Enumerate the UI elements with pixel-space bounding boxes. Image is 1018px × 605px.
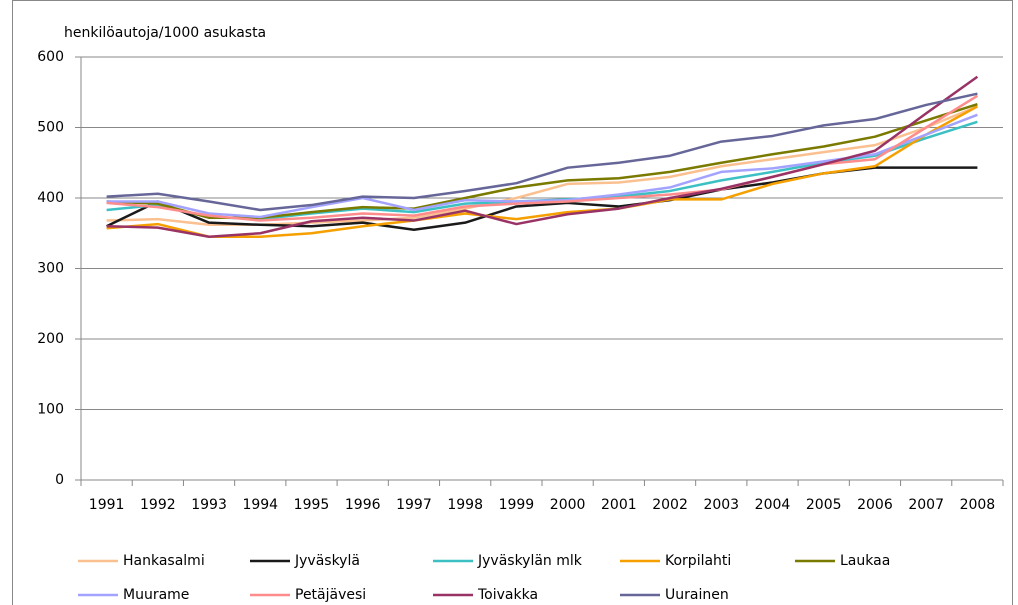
x-tick-label: 2005 <box>806 497 842 513</box>
y-tick-label: 0 <box>55 472 64 488</box>
y-axis-label: henkilöautoja/1000 asukasta <box>64 25 266 41</box>
x-tick-label: 1992 <box>140 497 176 513</box>
series-line <box>106 113 978 219</box>
series-line <box>106 105 978 239</box>
x-tick-label: 1995 <box>294 497 330 513</box>
x-tick-label: 1991 <box>89 497 125 513</box>
y-tick-label: 500 <box>37 120 64 136</box>
legend-label: Jyväskylä <box>294 553 360 569</box>
x-tick-label: 2008 <box>960 497 996 513</box>
y-tick-label: 400 <box>37 190 64 206</box>
legend-label: Toivakka <box>477 587 538 603</box>
x-tick-label: 1996 <box>345 497 381 513</box>
legend-label: Korpilahti <box>665 553 731 569</box>
legend-label: Muurame <box>123 587 189 603</box>
series-line <box>106 94 979 222</box>
legend-label: Laukaa <box>840 553 890 569</box>
x-tick-label: 2001 <box>601 497 637 513</box>
legend-label: Uurainen <box>665 587 729 603</box>
series-line <box>106 75 979 239</box>
chart-frame <box>12 0 1013 605</box>
y-tick-label: 100 <box>37 402 64 418</box>
x-tick-label: 1997 <box>396 497 432 513</box>
series-line <box>106 103 978 219</box>
legend-label: Jyväskylän mlk <box>477 553 583 569</box>
x-tick-label: 1993 <box>191 497 227 513</box>
legend-label: Petäjävesi <box>295 587 366 603</box>
series-line <box>106 92 978 212</box>
x-tick-label: 1994 <box>242 497 278 513</box>
y-tick-label: 200 <box>37 331 64 347</box>
x-tick-label: 1998 <box>447 497 483 513</box>
x-tick-label: 1999 <box>499 497 535 513</box>
x-tick-label: 2003 <box>703 497 739 513</box>
legend-label: Hankasalmi <box>123 553 205 569</box>
y-tick-label: 600 <box>37 49 64 65</box>
x-tick-label: 2007 <box>908 497 944 513</box>
x-tick-label: 2004 <box>755 497 791 513</box>
x-tick-label: 2006 <box>857 497 893 513</box>
y-tick-label: 300 <box>37 261 64 277</box>
x-tick-label: 2000 <box>550 497 586 513</box>
x-tick-label: 2002 <box>652 497 688 513</box>
